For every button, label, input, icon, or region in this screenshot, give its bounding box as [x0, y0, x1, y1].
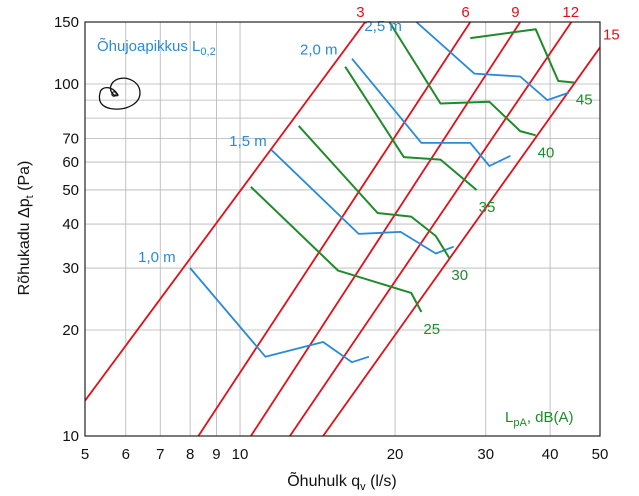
- size-line: [250, 22, 521, 436]
- size-line-label: 3: [356, 4, 364, 21]
- x-tick-label: 8: [186, 446, 194, 463]
- sound-level-line: [344, 66, 478, 191]
- sound-level-label: 30: [451, 267, 468, 284]
- y-tick-label: 10: [62, 428, 79, 445]
- sound-level-label: 45: [576, 91, 593, 108]
- sound-unit-note: LpA, dB(A): [505, 409, 574, 429]
- tick-labels: 5 6 7 8 9 10 20 30 40 50 10 20 30 40 50 60 70 100 150: [54, 14, 608, 463]
- throw-title: Õhujoapikkus L0,2: [97, 38, 216, 58]
- throw-line: [415, 22, 570, 101]
- x-tick-label: 20: [387, 446, 404, 463]
- sound-level-line: [250, 186, 423, 313]
- size-line-label: 6: [461, 4, 469, 21]
- y-tick-label: 60: [62, 154, 79, 171]
- line-labels: 3 6 9 12 15 1,0 m 1,5 m 2,0 m 2,5 m 25 30 35 40 45: [138, 4, 620, 338]
- sound-level-label: 40: [538, 144, 555, 161]
- cardioid-icon: [98, 77, 141, 110]
- throw-line-label: 1,5 m: [229, 133, 267, 150]
- size-line: [197, 22, 472, 436]
- y-tick-label: 30: [62, 260, 79, 277]
- size-line-label: 12: [562, 4, 579, 21]
- y-axis-title: Rõhukadu Δpt (Pa): [16, 161, 36, 296]
- grid: [85, 22, 600, 436]
- size-line-label: 9: [511, 4, 519, 21]
- size-line: [322, 46, 600, 436]
- y-tick-label: 150: [54, 14, 79, 31]
- sound-level-label: 25: [423, 321, 440, 338]
- x-tick-label: 7: [156, 446, 164, 463]
- sound-level-line: [297, 125, 451, 259]
- x-tick-label: 40: [542, 446, 559, 463]
- x-tick-label: 10: [232, 446, 249, 463]
- plot-frame: [84, 21, 601, 437]
- throw-line-label: 2,5 m: [364, 18, 402, 35]
- throw-lines: [189, 22, 570, 364]
- size-line-label: 15: [603, 26, 620, 43]
- sound-lines: [250, 22, 574, 313]
- x-tick-label: 9: [212, 446, 220, 463]
- y-tick-label: 50: [62, 182, 79, 199]
- x-tick-label: 30: [477, 446, 494, 463]
- y-tick-label: 40: [62, 216, 79, 233]
- sound-level-label: 35: [479, 199, 496, 216]
- size-line: [289, 22, 573, 436]
- x-tick-label: 5: [81, 446, 89, 463]
- throw-line-label: 1,0 m: [138, 249, 176, 266]
- sound-level-line: [470, 28, 574, 84]
- sound-level-line: [388, 22, 536, 137]
- size-lines: [85, 22, 600, 436]
- throw-line: [351, 58, 511, 167]
- x-tick-label: 6: [122, 446, 130, 463]
- throw-line-label: 2,0 m: [300, 42, 338, 59]
- y-tick-label: 100: [54, 76, 79, 93]
- throw-line: [270, 149, 455, 255]
- x-tick-label: 50: [592, 446, 609, 463]
- x-axis-title: Õhuhulk qv (l/s): [287, 470, 397, 493]
- size-line: [85, 22, 366, 402]
- y-tick-label: 20: [62, 322, 79, 339]
- y-tick-label: 70: [62, 131, 79, 148]
- throw-line: [189, 267, 370, 364]
